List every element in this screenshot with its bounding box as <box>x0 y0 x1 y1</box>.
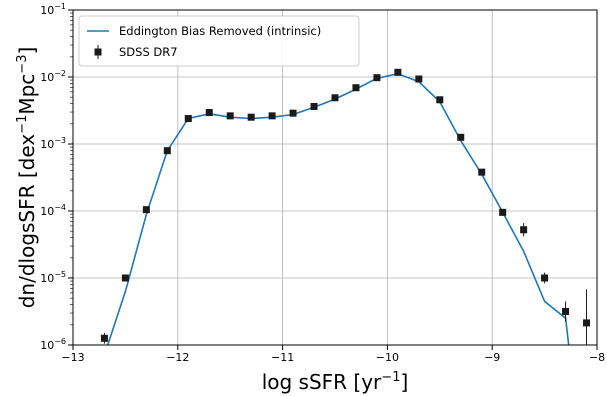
legend-marker-swatch <box>94 48 102 56</box>
y-tick-label: 10−5 <box>40 270 66 285</box>
sdss-point <box>478 168 486 176</box>
sdss-points-group <box>100 68 591 345</box>
sdss-point <box>163 147 171 155</box>
sdss-point <box>331 94 339 102</box>
legend-entry-intrinsic: Eddington Bias Removed (intrinsic) <box>119 24 321 38</box>
sdss-point <box>583 319 591 327</box>
sdss-point <box>562 308 570 315</box>
x-tick-label: −8 <box>589 351 605 364</box>
ticks: −13 −12 −11 −10 −9 −8 10−6 10−5 10−4 10−3 10−2 10−1 <box>40 2 605 364</box>
y-tick-label: 10−1 <box>40 2 66 17</box>
legend-box <box>78 15 360 67</box>
sdss-point <box>184 115 192 123</box>
sdss-point <box>247 113 255 121</box>
sdss-point <box>457 133 465 141</box>
sdss-point <box>142 206 150 214</box>
y-tick-label: 10−3 <box>40 136 66 151</box>
sdss-point <box>541 274 549 282</box>
plot-frame <box>72 9 598 346</box>
y-tick-label: 10−6 <box>40 337 66 352</box>
sdss-point <box>310 102 318 110</box>
intrinsic-series-line-group <box>106 72 570 345</box>
sdss-point <box>352 84 360 92</box>
sdss-point <box>520 226 528 234</box>
legend-entry-sdss: SDSS DR7 <box>119 45 178 59</box>
sdss-point <box>394 68 402 76</box>
sdss-point <box>415 75 423 83</box>
sdss-point <box>226 112 234 120</box>
sdss-point <box>499 208 507 216</box>
sdss-point <box>121 274 129 282</box>
x-tick-label: −13 <box>61 351 84 364</box>
sdss-point <box>436 96 444 104</box>
intrinsic-series-line <box>106 72 570 345</box>
x-tick-label: −12 <box>166 351 189 364</box>
sdss-point <box>373 74 381 82</box>
x-tick-label: −11 <box>271 351 294 364</box>
sdss-point <box>205 109 213 117</box>
y-axis-label: dn/dlogsSFR [dex−1Mpc−3] <box>15 47 39 309</box>
sdss-point <box>289 109 297 117</box>
x-axis-label: log sSFR [yr−1] <box>262 370 409 394</box>
legend: Eddington Bias Removed (intrinsic) SDSS … <box>78 15 360 67</box>
y-tick-label: 10−4 <box>40 203 66 218</box>
x-tick-label: −9 <box>484 351 500 364</box>
sdss-point <box>100 334 108 342</box>
x-tick-label: −10 <box>376 351 399 364</box>
sdss-point <box>268 112 276 120</box>
y-tick-label: 10−2 <box>40 69 66 84</box>
